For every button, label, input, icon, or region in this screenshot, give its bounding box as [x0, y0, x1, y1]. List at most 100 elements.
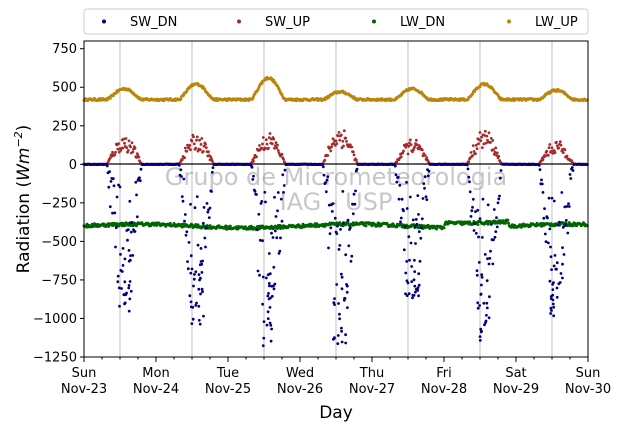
- sw-dn-point: [552, 305, 556, 309]
- sw-dn-point: [566, 231, 570, 235]
- legend-marker: [372, 19, 376, 24]
- sw-dn-point: [393, 164, 397, 168]
- sw-dn-point: [130, 221, 134, 224]
- y-axis-label-main: Radiation (: [14, 181, 34, 273]
- sw-dn-point: [538, 168, 542, 172]
- sw-up-point: [467, 160, 471, 164]
- sw-up-point: [130, 141, 134, 145]
- sw-dn-point: [131, 254, 135, 257]
- sw-up-point: [326, 154, 330, 157]
- sw-dn-point: [177, 163, 181, 167]
- sw-dn-point: [480, 273, 484, 277]
- lw-up-point: [108, 96, 112, 100]
- sw-dn-point: [395, 180, 399, 184]
- sw-dn-point: [256, 269, 260, 273]
- sw-up-point: [329, 149, 333, 153]
- sw-dn-point: [561, 276, 564, 280]
- sw-dn-point: [546, 216, 549, 220]
- sw-dn-point: [404, 271, 408, 275]
- sw-dn-point: [555, 295, 559, 299]
- sw-up-point: [267, 146, 270, 150]
- sw-dn-point: [481, 197, 485, 201]
- sw-dn-point: [199, 292, 202, 296]
- sw-dn-point: [467, 175, 471, 179]
- sw-dn-point: [551, 283, 554, 286]
- sw-dn-point: [398, 183, 402, 187]
- sw-up-point: [180, 158, 184, 162]
- x-tick-weekday: Sun: [576, 366, 601, 381]
- x-tick-date: Nov-23: [61, 382, 107, 397]
- sw-dn-point: [262, 320, 266, 323]
- sw-dn-point: [258, 273, 261, 277]
- sw-dn-point: [343, 296, 346, 300]
- sw-dn-point: [411, 296, 414, 300]
- sw-dn-point: [261, 302, 264, 306]
- sw-dn-point: [350, 254, 354, 258]
- sw-up-point: [551, 152, 555, 155]
- sw-dn-point: [423, 186, 426, 190]
- sw-dn-point: [485, 301, 489, 305]
- sw-dn-point: [325, 178, 329, 182]
- sw-dn-point: [207, 216, 211, 220]
- sw-dn-point: [180, 175, 183, 178]
- legend-label: LW_UP: [535, 15, 578, 30]
- sw-dn-point: [354, 189, 357, 193]
- sw-up-point: [350, 145, 354, 149]
- y-tick-label: 0: [69, 158, 77, 173]
- sw-dn-point: [567, 205, 571, 208]
- sw-up-point: [275, 146, 279, 150]
- sw-up-point: [276, 149, 280, 152]
- sw-up-point: [335, 142, 339, 146]
- sw-dn-point: [417, 230, 421, 234]
- sw-dn-point: [272, 287, 276, 291]
- sw-dn-point: [474, 231, 478, 235]
- sw-up-point: [479, 139, 483, 143]
- sw-dn-point: [269, 339, 273, 343]
- sw-up-point: [190, 139, 194, 143]
- sw-dn-point: [345, 284, 349, 288]
- sw-dn-point: [340, 287, 344, 291]
- sw-dn-point: [498, 194, 501, 198]
- sw-dn-point: [411, 293, 415, 297]
- sw-up-point: [475, 147, 479, 151]
- sw-up-point: [261, 142, 264, 146]
- sw-dn-point: [340, 340, 344, 344]
- x-tick-date: Nov-27: [349, 382, 395, 397]
- sw-dn-point: [197, 287, 201, 291]
- sw-dn-point: [402, 209, 405, 213]
- sw-up-point: [559, 143, 563, 147]
- sw-up-point: [482, 142, 486, 146]
- sw-dn-point: [321, 165, 325, 169]
- sw-dn-point: [555, 286, 559, 290]
- sw-dn-point: [138, 176, 141, 180]
- sw-dn-point: [479, 327, 483, 331]
- sw-dn-point: [548, 279, 552, 283]
- sw-dn-point: [279, 197, 283, 201]
- sw-dn-point: [336, 342, 340, 345]
- sw-dn-point: [179, 168, 183, 172]
- sw-dn-point: [473, 222, 477, 226]
- sw-up-point: [543, 154, 547, 158]
- sw-dn-point: [349, 259, 353, 263]
- sw-dn-point: [189, 202, 192, 206]
- sw-up-point: [209, 155, 213, 159]
- sw-dn-point: [281, 173, 285, 177]
- y-tick-label: −750: [41, 273, 77, 288]
- sw-dn-point: [195, 195, 199, 199]
- sw-dn-point: [282, 184, 286, 187]
- sw-dn-point: [114, 226, 118, 230]
- sw-dn-point: [485, 306, 489, 310]
- sw-dn-point: [405, 294, 409, 297]
- sw-dn-point: [111, 211, 114, 215]
- sw-dn-point: [261, 275, 265, 279]
- sw-up-point: [563, 148, 567, 152]
- sw-dn-point: [270, 327, 273, 331]
- sw-dn-point: [280, 219, 284, 223]
- sw-dn-point: [342, 222, 345, 225]
- sw-dn-point: [565, 205, 569, 208]
- sw-dn-point: [413, 270, 417, 273]
- sw-dn-point: [474, 210, 477, 214]
- sw-dn-point: [111, 177, 115, 181]
- sw-dn-point: [338, 317, 341, 321]
- sw-dn-point: [273, 229, 277, 233]
